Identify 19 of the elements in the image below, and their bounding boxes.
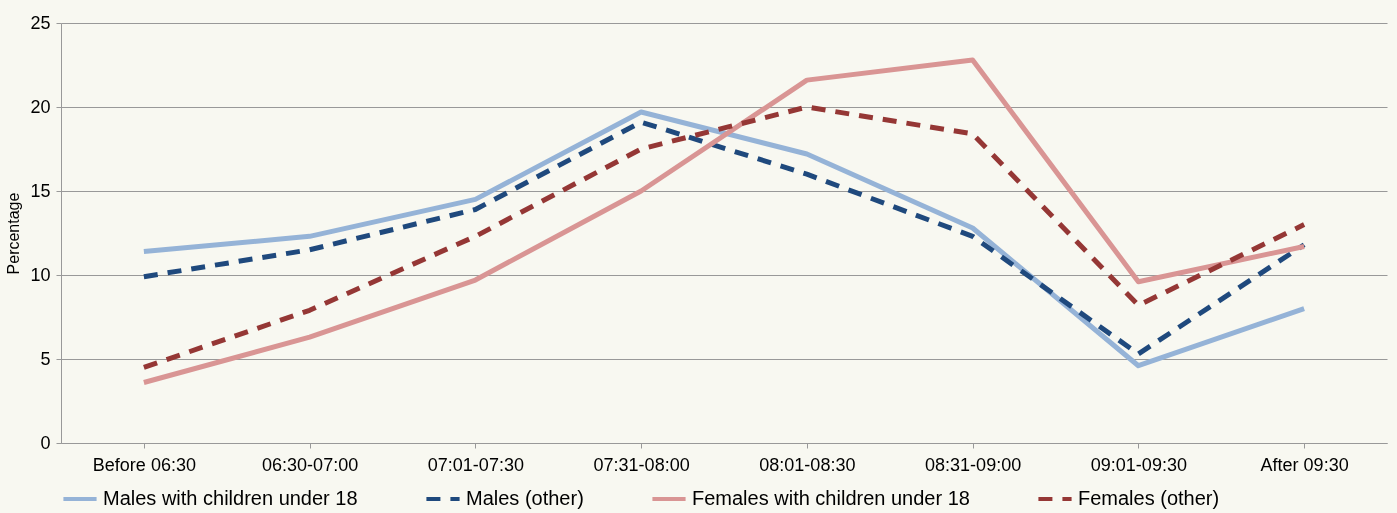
x-tick-label: 08:31-09:00	[925, 454, 1022, 475]
y-tick-label: 20	[30, 96, 51, 117]
legend-label: Females (other)	[1078, 487, 1220, 509]
x-tick-label: 09:01-09:30	[1090, 454, 1187, 475]
y-tick-label: 15	[30, 180, 51, 201]
y-tick-label: 10	[30, 264, 51, 285]
x-tick-label: 07:31-08:00	[593, 454, 690, 475]
x-tick-label: 06:30-07:00	[262, 454, 359, 475]
legend-label: Males with children under 18	[103, 487, 358, 509]
y-tick-label: 5	[40, 348, 51, 369]
x-tick-label: Before 06:30	[92, 454, 196, 475]
y-tick-label: 0	[40, 432, 51, 453]
x-tick-label: After 09:30	[1260, 454, 1349, 475]
x-tick-label: 07:01-07:30	[427, 454, 524, 475]
y-tick-label: 25	[30, 12, 51, 33]
legend-label: Females with children under 18	[692, 487, 970, 509]
y-axis-title: Percentage	[5, 192, 23, 275]
x-tick-label: 08:01-08:30	[759, 454, 856, 475]
legend-label: Males (other)	[466, 487, 584, 509]
